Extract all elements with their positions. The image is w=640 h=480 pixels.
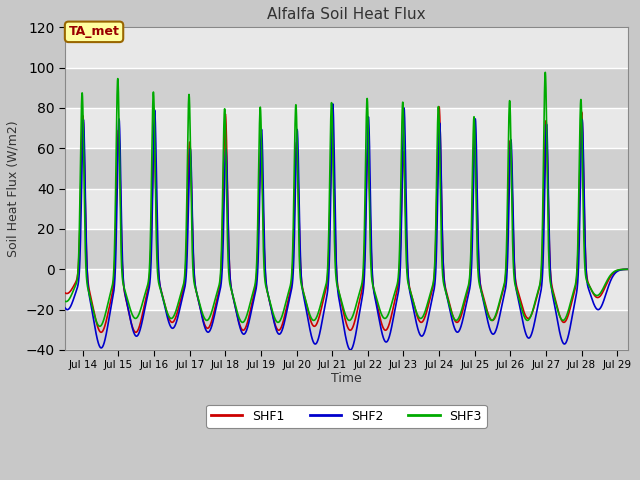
SHF1 [524, 315, 532, 321]
SHF1 [132, 329, 140, 335]
Title: Alfalfa Soil Heat Flux: Alfalfa Soil Heat Flux [267, 7, 426, 22]
SHF1 [276, 326, 284, 332]
SHF3 [428, 288, 435, 293]
SHF1 [399, 158, 406, 164]
Line: SHF3: SHF3 [65, 72, 628, 326]
SHF3 [541, 70, 549, 75]
SHF2 [428, 300, 435, 305]
SHF1 [435, 104, 443, 110]
SHF2 [163, 314, 171, 320]
X-axis label: Time: Time [331, 372, 362, 385]
Text: TA_met: TA_met [68, 25, 120, 38]
SHF3 [96, 324, 104, 329]
SHF3 [61, 299, 69, 304]
Bar [65, 108, 628, 148]
SHF1 [164, 311, 172, 317]
Legend: SHF1, SHF2, SHF3: SHF1, SHF2, SHF3 [206, 405, 487, 428]
SHF2 [347, 347, 355, 353]
SHF2 [399, 140, 406, 145]
Bar [65, 229, 628, 269]
Bar [65, 68, 628, 108]
SHF2 [624, 266, 632, 272]
Line: SHF2: SHF2 [65, 104, 628, 350]
Bar [65, 27, 628, 68]
SHF3 [524, 317, 532, 323]
SHF1 [428, 291, 435, 297]
SHF2 [481, 307, 489, 312]
SHF2 [276, 331, 284, 336]
SHF2 [329, 101, 337, 107]
SHF1 [61, 290, 69, 296]
Bar [65, 148, 628, 189]
SHF2 [61, 305, 69, 311]
Bar [65, 269, 628, 310]
SHF3 [276, 318, 284, 324]
Y-axis label: Soil Heat Flux (W/m2): Soil Heat Flux (W/m2) [7, 120, 20, 257]
SHF3 [164, 310, 172, 316]
Bar [65, 310, 628, 350]
SHF3 [624, 266, 632, 272]
SHF3 [399, 99, 406, 105]
SHF1 [481, 301, 489, 307]
Bar [65, 189, 628, 229]
SHF1 [624, 266, 632, 272]
Line: SHF1: SHF1 [65, 107, 628, 332]
SHF3 [481, 303, 489, 309]
SHF2 [524, 335, 532, 341]
